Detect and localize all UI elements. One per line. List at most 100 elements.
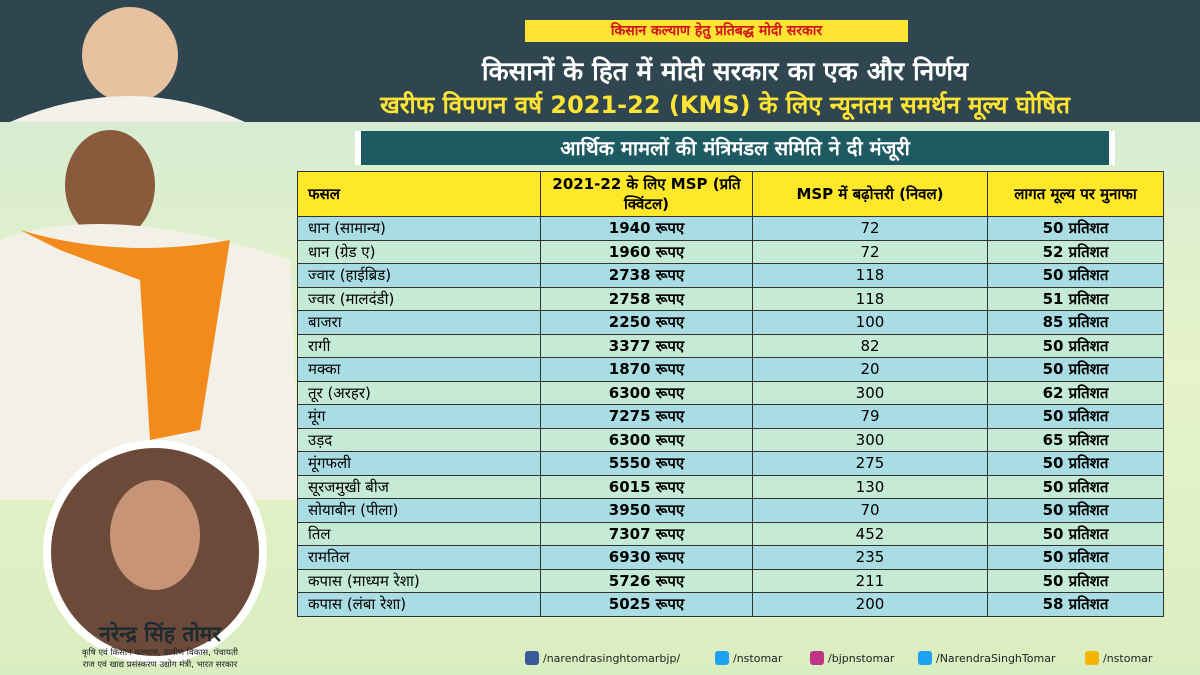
table-row: मूंगफली 5550 रूपए 275 50 प्रतिशत xyxy=(297,451,1164,476)
table-cell: 79 xyxy=(752,404,988,429)
table-cell: 300 xyxy=(752,427,988,452)
table-cell: 50 प्रतिशत xyxy=(987,357,1164,382)
table-row: बाजरा 2250 रूपए 100 85 प्रतिशत xyxy=(297,310,1164,335)
table-cell: 6300 रूपए xyxy=(540,427,753,452)
social-handle: /nstomar xyxy=(733,652,783,665)
minister-face xyxy=(110,480,200,590)
table-row: सोयाबीन (पीला) 3950 रूपए 70 50 प्रतिशत xyxy=(297,498,1164,523)
header-row: फसल 2021-22 के लिए MSP (प्रति क्विंटल) MSP… xyxy=(297,171,1164,217)
table-cell: 211 xyxy=(752,568,988,593)
table-cell: 118 xyxy=(752,263,988,288)
msp-table: फसल 2021-22 के लिए MSP (प्रति क्विंटल) MSP… xyxy=(297,171,1164,617)
table-cell: 3950 रूपए xyxy=(540,498,753,523)
table-cell: 50 प्रतिशत xyxy=(987,545,1164,570)
minister-name: नरेन्द्र सिंह तोमर xyxy=(99,622,221,646)
table-cell: 2758 रूपए xyxy=(540,286,753,311)
table-cell: 58 प्रतिशत xyxy=(987,592,1164,617)
title: किसानों के हित में मोदी सरकार का एक और न… xyxy=(481,57,969,87)
table-cell: 118 xyxy=(752,286,988,311)
minister-designation: कृषि एवं किसान कल्याण, ग्रामीण विकास, पं… xyxy=(81,648,238,658)
table-cell: 2250 रूपए xyxy=(540,310,753,335)
table-cell: 6015 रूपए xyxy=(540,474,753,499)
table-row: ज्वार (मालदंडी) 2758 रूपए 118 51 प्रतिशत xyxy=(297,286,1164,311)
farmer-scarf xyxy=(20,230,230,440)
table-cell: 3377 रूपए xyxy=(540,333,753,358)
table-cell: 6300 रूपए xyxy=(540,380,753,405)
table-cell: 275 xyxy=(752,451,988,476)
table-cell: 50 प्रतिशत xyxy=(987,474,1164,499)
table-cell: कपास (माध्यम रेशा) xyxy=(297,568,541,593)
table-cell: रागी xyxy=(297,333,541,358)
table-cell: मक्का xyxy=(297,357,541,382)
table-cell: 100 xyxy=(752,310,988,335)
table-cell: 52 प्रतिशत xyxy=(987,239,1164,264)
social-icon xyxy=(918,651,932,665)
leader-photo xyxy=(82,7,178,103)
table-cell: 50 प्रतिशत xyxy=(987,216,1164,241)
social-handle: /NarendraSinghTomar xyxy=(936,652,1056,665)
table-cell: 50 प्रतिशत xyxy=(987,521,1164,546)
column-header: 2021-22 के लिए MSP (प्रति क्विंटल) xyxy=(540,171,753,217)
table-cell: 70 xyxy=(752,498,988,523)
table-cell: 1940 रूपए xyxy=(540,216,753,241)
table-row: ज्वार (हाईब्रिड) 2738 रूपए 118 50 प्रतिशत xyxy=(297,263,1164,288)
table-cell: धान (ग्रेड ए) xyxy=(297,239,541,264)
table-row: तूर (अरहर) 6300 रूपए 300 62 प्रतिशत xyxy=(297,380,1164,405)
social-icon xyxy=(715,651,729,665)
social-icon xyxy=(525,651,539,665)
table-cell: बाजरा xyxy=(297,310,541,335)
table-cell: 7275 रूपए xyxy=(540,404,753,429)
table-cell: 72 xyxy=(752,239,988,264)
table-cell: कपास (लंबा रेशा) xyxy=(297,592,541,617)
column-header: MSP में बढ़ोत्तरी (निवल) xyxy=(752,171,988,217)
social-handle: /narendrasinghtomarbjp/ xyxy=(543,652,681,665)
table-cell: 50 प्रतिशत xyxy=(987,404,1164,429)
table-row: रागी 3377 रूपए 82 50 प्रतिशत xyxy=(297,333,1164,358)
table-cell: 130 xyxy=(752,474,988,499)
table-cell: 235 xyxy=(752,545,988,570)
column-header: लागत मूल्य पर मुनाफा xyxy=(987,171,1164,217)
table-row: कपास (माध्यम रेशा) 5726 रूपए 211 50 प्रतिशत xyxy=(297,568,1164,593)
table-cell: रामतिल xyxy=(297,545,541,570)
table-cell: 20 xyxy=(752,357,988,382)
table-cell: 85 प्रतिशत xyxy=(987,310,1164,335)
table-cell: 50 प्रतिशत xyxy=(987,498,1164,523)
column-header: फसल xyxy=(297,171,541,217)
table-cell: सूरजमुखी बीज xyxy=(297,474,541,499)
table-cell: तूर (अरहर) xyxy=(297,380,541,405)
minister-designation: राज एवं खाद्य प्रसंस्करण उद्योग मंत्री, … xyxy=(82,660,238,670)
table-cell: 200 xyxy=(752,592,988,617)
table-row: रामतिल 6930 रूपए 235 50 प्रतिशत xyxy=(297,545,1164,570)
table-cell: 452 xyxy=(752,521,988,546)
table-cell: 7307 रूपए xyxy=(540,521,753,546)
table-cell: सोयाबीन (पीला) xyxy=(297,498,541,523)
subtitle: खरीफ विपणन वर्ष 2021-22 (KMS) के लिए न्य… xyxy=(380,91,1070,119)
table-cell: 5550 रूपए xyxy=(540,451,753,476)
table-row: धान (ग्रेड ए) 1960 रूपए 72 52 प्रतिशत xyxy=(297,239,1164,264)
table-cell: मूंगफली xyxy=(297,451,541,476)
table-cell: 50 प्रतिशत xyxy=(987,333,1164,358)
table-cell: 82 xyxy=(752,333,988,358)
table-cell: 62 प्रतिशत xyxy=(987,380,1164,405)
table-cell: 51 प्रतिशत xyxy=(987,286,1164,311)
photos xyxy=(0,7,300,664)
table-cell: 72 xyxy=(752,216,988,241)
table-cell: 1870 रूपए xyxy=(540,357,753,382)
social-icon xyxy=(1085,651,1099,665)
table-row: मक्का 1870 रूपए 20 50 प्रतिशत xyxy=(297,357,1164,382)
table-cell: मूंग xyxy=(297,404,541,429)
table-cell: ज्वार (मालदंडी) xyxy=(297,286,541,311)
farmer-photo xyxy=(65,130,155,240)
table-cell: 65 प्रतिशत xyxy=(987,427,1164,452)
table-cell: 50 प्रतिशत xyxy=(987,568,1164,593)
table-cell: ज्वार (हाईब्रिड) xyxy=(297,263,541,288)
social-handle: /bjpnstomar xyxy=(828,652,895,665)
table-row: सूरजमुखी बीज 6015 रूपए 130 50 प्रतिशत xyxy=(297,474,1164,499)
table-row: तिल 7307 रूपए 452 50 प्रतिशत xyxy=(297,521,1164,546)
table-cell: 5025 रूपए xyxy=(540,592,753,617)
table-cell: 50 प्रतिशत xyxy=(987,263,1164,288)
table-row: धान (सामान्य) 1940 रूपए 72 50 प्रतिशत xyxy=(297,216,1164,241)
table-cell: 6930 रूपए xyxy=(540,545,753,570)
table-cell: 50 प्रतिशत xyxy=(987,451,1164,476)
